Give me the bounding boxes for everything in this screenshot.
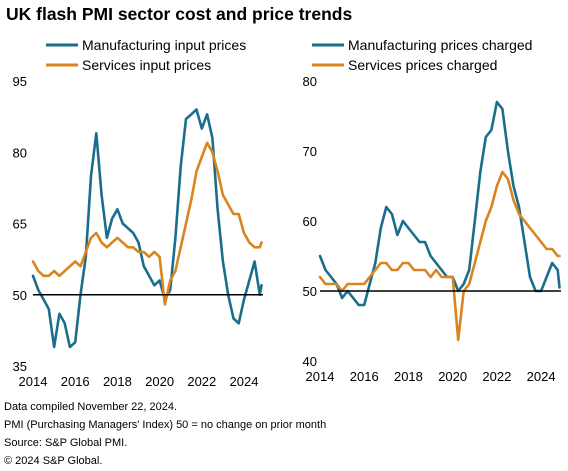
footnote-pmi-definition: PMI (Purchasing Managers' Index) 50 = no… bbox=[4, 419, 327, 431]
left-y-tick-80: 80 bbox=[13, 145, 27, 160]
left-x-tick-2024: 2024 bbox=[230, 374, 259, 389]
right-x-tick-2022: 2022 bbox=[482, 369, 511, 384]
footnote-data-compiled: Data compiled November 22, 2024. bbox=[4, 401, 178, 413]
left-legend-label-2: Services input prices bbox=[82, 57, 211, 73]
right-x-tick-2020: 2020 bbox=[438, 369, 467, 384]
right-x-tick-2024: 2024 bbox=[527, 369, 556, 384]
right-y-tick-70: 70 bbox=[303, 144, 317, 159]
footnote-source: Source: S&P Global PMI. bbox=[4, 437, 128, 449]
right-x-tick-2014: 2014 bbox=[306, 369, 335, 384]
left-y-tick-65: 65 bbox=[13, 217, 27, 232]
left-x-tick-2018: 2018 bbox=[103, 374, 132, 389]
left-legend-label-1: Manufacturing input prices bbox=[82, 37, 246, 53]
right-series-line-2 bbox=[318, 170, 561, 342]
right-y-tick-50: 50 bbox=[303, 284, 317, 299]
right-x-tick-2016: 2016 bbox=[350, 369, 379, 384]
left-x-tick-2020: 2020 bbox=[145, 374, 174, 389]
left-y-tick-95: 95 bbox=[13, 74, 27, 89]
footnote-copyright: © 2024 S&P Global. bbox=[4, 455, 103, 467]
left-series-line-1 bbox=[31, 108, 263, 349]
left-y-tick-35: 35 bbox=[13, 359, 27, 374]
right-x-tick-2018: 2018 bbox=[394, 369, 423, 384]
left-x-tick-2014: 2014 bbox=[19, 374, 48, 389]
right-legend-label-1: Manufacturing prices charged bbox=[348, 37, 532, 53]
left-x-tick-2022: 2022 bbox=[187, 374, 216, 389]
left-series-line-2 bbox=[31, 141, 263, 306]
right-legend-label-2: Services prices charged bbox=[348, 57, 497, 73]
right-y-tick-40: 40 bbox=[303, 354, 317, 369]
right-series-line-1 bbox=[318, 100, 561, 307]
page-title: UK flash PMI sector cost and price trend… bbox=[6, 4, 353, 24]
right-y-tick-80: 80 bbox=[303, 74, 317, 89]
left-x-tick-2016: 2016 bbox=[61, 374, 90, 389]
right-y-tick-60: 60 bbox=[303, 214, 317, 229]
left-y-tick-50: 50 bbox=[13, 288, 27, 303]
